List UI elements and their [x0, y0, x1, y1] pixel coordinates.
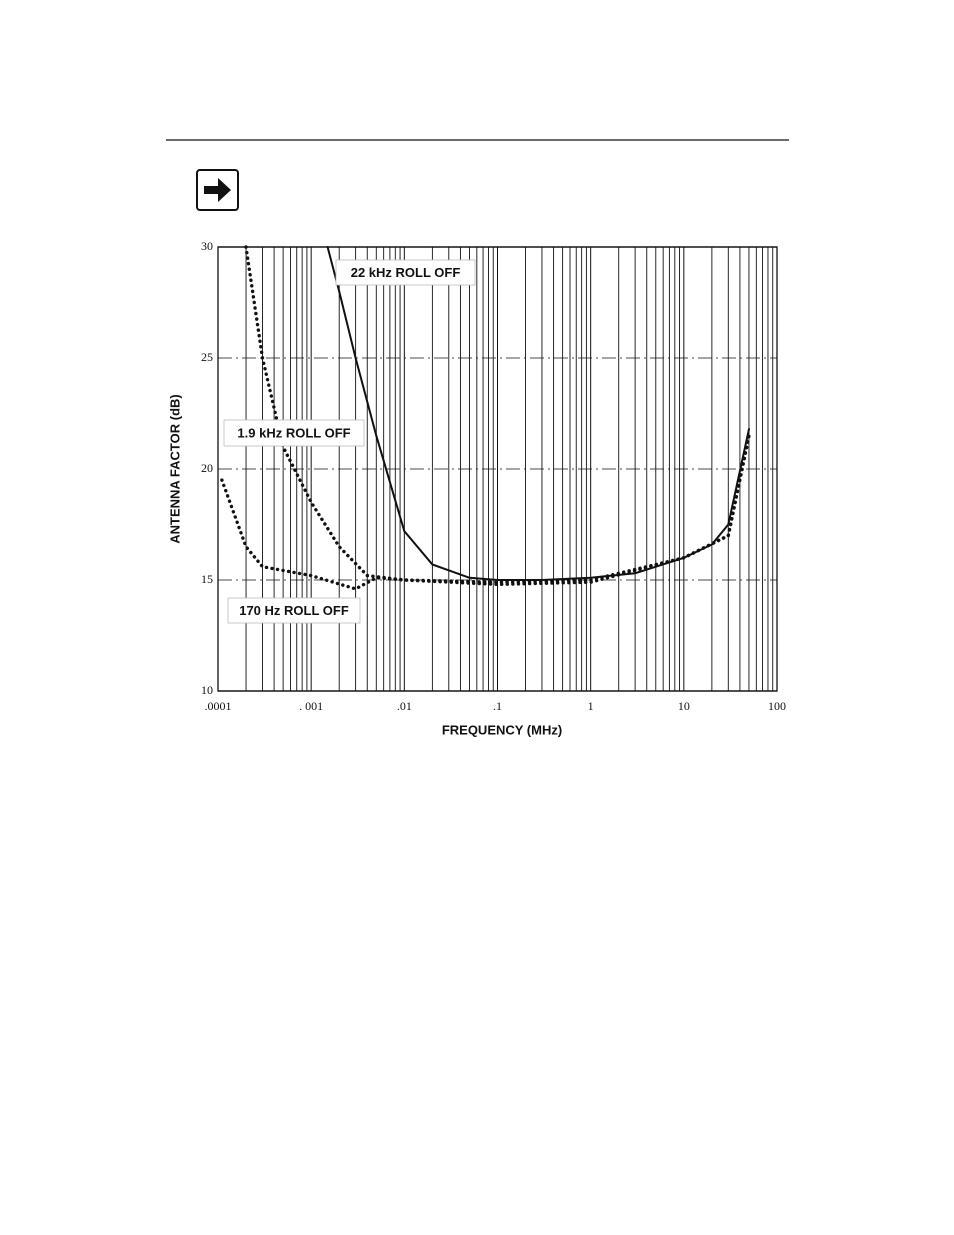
curve-label-box [227, 597, 361, 624]
curve-label-box [223, 419, 365, 447]
x-tick-label: 1 [588, 699, 594, 713]
y-tick-label: 15 [201, 572, 213, 586]
curve [220, 434, 751, 591]
curve-label: 22 kHz ROLL OFF [351, 265, 461, 280]
x-tick-label: .01 [397, 699, 412, 713]
x-tick-label: 10 [678, 699, 690, 713]
note-icon [196, 169, 239, 211]
curve [326, 246, 750, 581]
curve-label-box [335, 259, 476, 286]
y-tick-label: 25 [201, 350, 213, 364]
curve-label: 1.9 kHz ROLL OFF [237, 425, 350, 440]
x-tick-label: 100 [768, 699, 786, 713]
x-tick-label: .0001 [205, 699, 232, 713]
x-tick-label: .1 [493, 699, 502, 713]
y-tick-label: 30 [201, 239, 213, 253]
x-axis-title: FREQUENCY (MHz) [442, 722, 562, 737]
y-axis-title: ANTENNA FACTOR (dB) [167, 394, 182, 544]
y-tick-label: 10 [201, 683, 213, 697]
curve-label: 170 Hz ROLL OFF [239, 603, 349, 618]
y-tick-label: 20 [201, 461, 213, 475]
plot-frame [217, 246, 778, 692]
x-tick-label: . 001 [299, 699, 323, 713]
